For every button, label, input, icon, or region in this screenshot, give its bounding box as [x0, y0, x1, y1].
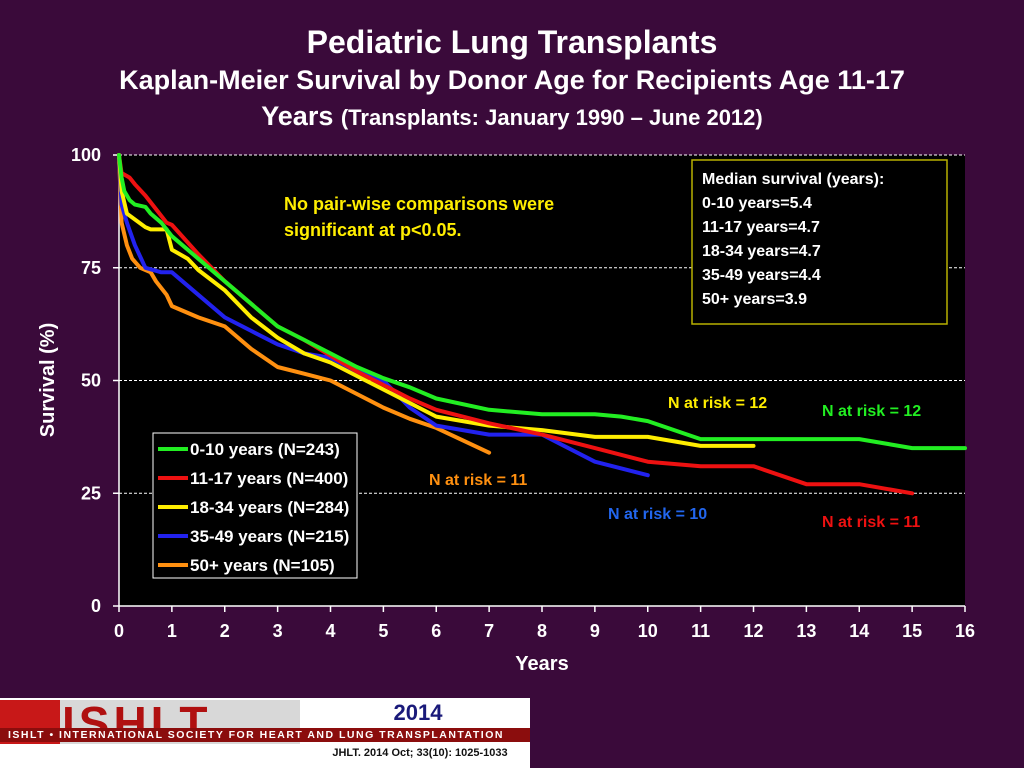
series-line-2: [117, 153, 756, 448]
title-line-1: Pediatric Lung Transplants: [306, 24, 718, 60]
y-tick-label: 25: [81, 483, 101, 503]
title-line-3-main: Years: [261, 101, 334, 131]
median-line: 50+ years=3.9: [702, 291, 807, 308]
y-tick-label: 100: [71, 145, 101, 165]
y-tick-label: 0: [91, 596, 101, 616]
median-survival-box: [691, 159, 948, 325]
x-tick-label: 9: [590, 621, 600, 641]
n-at-risk-35-49: N at risk = 10: [608, 506, 707, 523]
x-tick-label: 1: [167, 621, 177, 641]
x-tick-label: 13: [796, 621, 816, 641]
x-tick-label: 7: [484, 621, 494, 641]
n-at-risk-50-plus: N at risk = 11: [429, 472, 527, 489]
comparison-note: No pair-wise comparisons were significan…: [284, 194, 559, 240]
series-lines: [117, 153, 967, 496]
series-line-3: [117, 153, 650, 478]
x-tick-label: 14: [849, 621, 869, 641]
x-tick-label: 3: [273, 621, 283, 641]
comparison-note-line-2: significant at p<0.05.: [284, 220, 462, 240]
n-at-risk-18-34: N at risk = 12: [668, 395, 767, 412]
x-tick-label: 5: [378, 621, 388, 641]
citation: JHLT. 2014 Oct; 33(10): 1025-1033: [332, 747, 508, 759]
series-line-1: [117, 153, 915, 496]
chart-title: Pediatric Lung Transplants Kaplan-Meier …: [0, 22, 1024, 136]
legend-label: 0-10 years (N=243): [190, 440, 340, 459]
y-tick-label: 50: [81, 371, 101, 391]
n-at-risk-11-17: N at risk = 11: [822, 514, 920, 531]
n-at-risk-0-10: N at risk = 12: [822, 403, 921, 420]
y-axis-label: Survival (%): [37, 323, 59, 437]
report-year: 2014: [393, 700, 443, 725]
x-tick-label: 16: [955, 621, 975, 641]
x-tick-label: 0: [114, 621, 124, 641]
x-tick-label: 2: [220, 621, 230, 641]
legend-label: 11-17 years (N=400): [190, 469, 348, 488]
median-box-title: Median survival (years):: [702, 171, 884, 188]
x-tick-label: 6: [431, 621, 441, 641]
y-tick-label: 75: [81, 258, 101, 278]
median-line: 0-10 years=5.4: [702, 195, 812, 212]
title-line-2: Kaplan-Meier Survival by Donor Age for R…: [119, 65, 905, 95]
n-at-risk-labels: N at risk = 12 N at risk = 12 N at risk …: [429, 395, 921, 531]
legend-label: 18-34 years (N=284): [190, 498, 349, 517]
series-line-4: [117, 153, 492, 455]
title-line-3: Years (Transplants: January 1990 – June …: [0, 98, 1024, 136]
org-name: ISHLT • INTERNATIONAL SOCIETY FOR HEART …: [8, 729, 504, 741]
legend-label: 50+ years (N=105): [190, 556, 335, 575]
median-line: 35-49 years=4.4: [702, 267, 821, 284]
median-line: 18-34 years=4.7: [702, 243, 821, 260]
legend: 0-10 years (N=243) 11-17 years (N=400) 18-…: [158, 440, 349, 575]
median-line: 11-17 years=4.7: [702, 219, 820, 236]
x-tick-label: 15: [902, 621, 922, 641]
x-tick-label: 4: [325, 621, 335, 641]
series-line-0: [117, 153, 967, 451]
x-tick-label: 10: [638, 621, 658, 641]
legend-label: 35-49 years (N=215): [190, 527, 349, 546]
title-line-3-paren: (Transplants: January 1990 – June 2012): [340, 105, 763, 130]
x-tick-label: 8: [537, 621, 547, 641]
x-tick-label: 12: [743, 621, 763, 641]
median-box-lines: 0-10 years=5.4 11-17 years=4.7 18-34 years…: [702, 195, 821, 308]
x-axis-label: Years: [515, 653, 568, 675]
org-band: [0, 728, 530, 742]
comparison-note-line-1: No pair-wise comparisons were: [284, 194, 554, 214]
x-tick-label: 11: [691, 621, 710, 641]
